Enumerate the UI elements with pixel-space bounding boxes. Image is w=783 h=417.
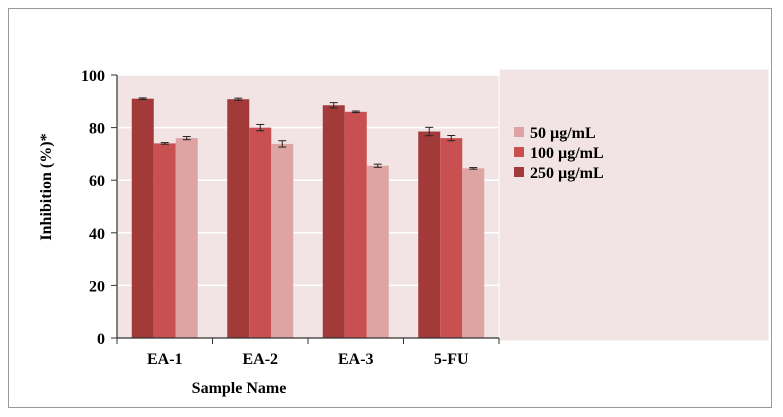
- y-tick-label: 60: [89, 173, 105, 190]
- error-bar: [447, 134, 456, 142]
- bar: [462, 168, 485, 338]
- bar: [344, 111, 367, 338]
- legend-swatch: [514, 147, 524, 157]
- y-axis-title: Inhibition (%)*: [38, 133, 55, 240]
- bar-chart: 0 20 40 60 80 100 EA-1 EA-2 EA-3 5-FU Inhibition …: [38, 68, 770, 397]
- error-bar: [234, 97, 243, 101]
- legend-item: 50 µg/mL: [514, 125, 596, 142]
- legend-item: 250 µg/mL: [514, 165, 604, 182]
- error-bar: [425, 126, 434, 137]
- x-tick-label: EA-1: [147, 351, 183, 368]
- bar: [418, 131, 441, 338]
- x-tick-label: 5-FU: [434, 351, 469, 368]
- error-bar: [138, 97, 147, 100]
- y-tick-label: 20: [89, 278, 105, 295]
- legend-panel: [498, 68, 770, 342]
- legend-item: 100 µg/mL: [514, 145, 604, 162]
- error-bar: [182, 136, 191, 141]
- x-tick-label: EA-2: [242, 351, 278, 368]
- bar: [322, 105, 345, 339]
- error-bar: [329, 102, 338, 109]
- y-tick-label: 80: [89, 121, 105, 138]
- legend-label: 50 µg/mL: [530, 125, 596, 142]
- error-bar: [373, 163, 382, 168]
- chart-frame: 0 20 40 60 80 100 EA-1 EA-2 EA-3 5-FU Inhibition …: [8, 8, 772, 408]
- y-tick-label: 100: [81, 68, 105, 85]
- error-bar: [351, 110, 360, 114]
- bar: [175, 138, 198, 338]
- error-bar: [278, 140, 287, 148]
- bar: [227, 99, 250, 338]
- error-bar: [256, 123, 265, 132]
- bar: [131, 98, 154, 338]
- x-tick-label: EA-3: [338, 351, 374, 368]
- bar: [366, 165, 389, 338]
- legend-swatch: [514, 167, 524, 177]
- legend-label: 250 µg/mL: [530, 165, 604, 182]
- y-tick-label: 0: [97, 331, 105, 348]
- legend-label: 100 µg/mL: [530, 145, 604, 162]
- bar: [153, 143, 176, 338]
- x-axis-title: Sample Name: [192, 380, 287, 397]
- bar: [440, 138, 463, 338]
- error-bar: [469, 167, 478, 170]
- bar: [249, 127, 272, 338]
- error-bar: [160, 142, 169, 145]
- bar: [271, 143, 294, 338]
- legend-swatch: [514, 127, 524, 137]
- y-tick-label: 40: [89, 226, 105, 243]
